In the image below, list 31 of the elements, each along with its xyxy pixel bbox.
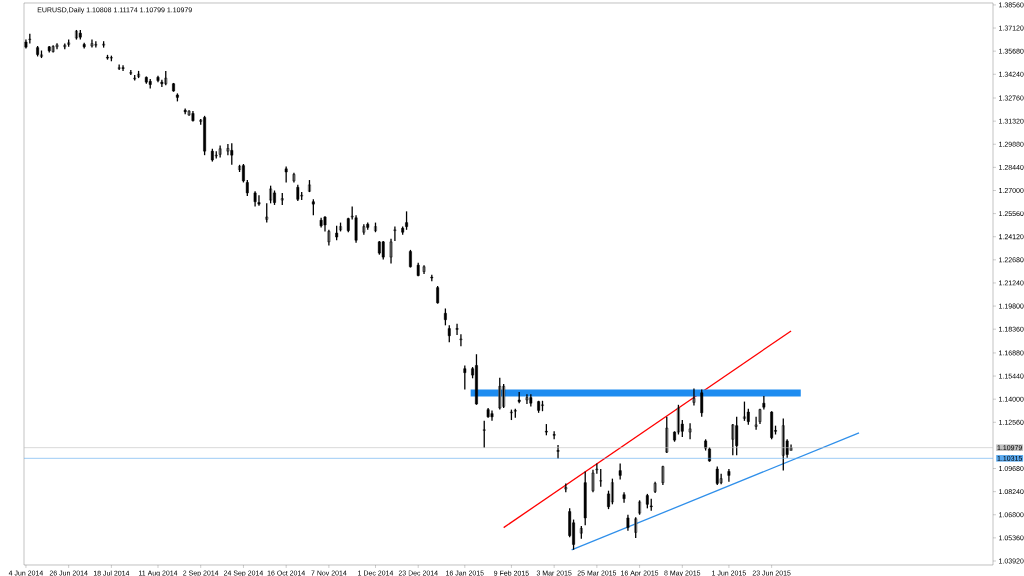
- candlestick: [463, 364, 467, 391]
- candlestick: [498, 377, 502, 411]
- candlestick: [556, 444, 560, 460]
- candlestick: [510, 408, 513, 421]
- candlestick: [700, 388, 704, 418]
- candlestick: [265, 202, 269, 224]
- candlestick: [634, 516, 638, 539]
- candlestick: [541, 400, 544, 412]
- candlestick: [665, 416, 669, 454]
- candlestick: [257, 194, 261, 207]
- candlestick: [552, 430, 556, 440]
- candlestick: [94, 40, 98, 49]
- candlestick: [90, 38, 94, 49]
- candlestick: [482, 420, 486, 449]
- candlestick: [715, 465, 719, 486]
- candlestick: [230, 142, 234, 166]
- candlestick: [688, 422, 692, 440]
- candlestick: [106, 54, 109, 61]
- candlestick: [743, 400, 746, 422]
- candlestick: [455, 323, 459, 336]
- candlestick: [121, 64, 125, 72]
- candlestick: [137, 70, 140, 79]
- candlestick: [381, 240, 385, 261]
- candlestick: [40, 49, 43, 59]
- candlestick: [781, 417, 785, 472]
- candlestick: [187, 109, 191, 117]
- candlestick: [176, 92, 179, 103]
- candlestick: [393, 225, 397, 242]
- candlestick: [459, 333, 463, 347]
- candlestick: [583, 470, 587, 526]
- candlestick: [525, 393, 529, 405]
